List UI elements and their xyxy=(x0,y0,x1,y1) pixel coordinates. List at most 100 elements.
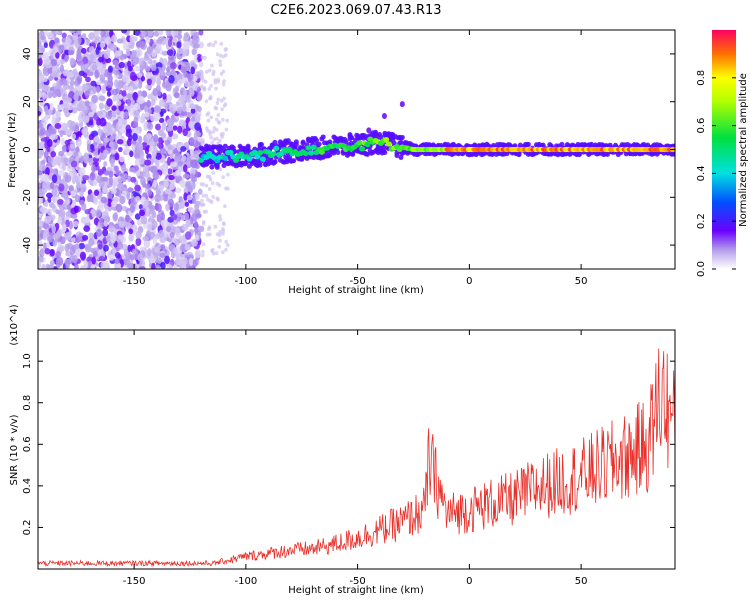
noise-cell xyxy=(72,68,78,77)
trace-halo xyxy=(364,151,370,157)
noise-cell xyxy=(213,105,218,110)
noise-cell xyxy=(42,77,48,83)
noise-cell xyxy=(41,265,47,269)
noise-cell xyxy=(93,189,100,196)
trace-halo xyxy=(672,151,675,157)
noise-cell xyxy=(226,172,230,177)
noise-cell xyxy=(51,71,59,77)
noise-cell xyxy=(208,232,212,237)
noise-cell xyxy=(144,183,151,190)
noise-cell xyxy=(151,50,157,58)
noise-cell xyxy=(141,30,146,38)
noise-cell xyxy=(123,257,131,266)
noise-cell xyxy=(125,48,131,57)
noise-cell xyxy=(129,150,134,158)
noise-cell xyxy=(112,177,119,186)
noise-cell xyxy=(106,121,112,131)
noise-cell xyxy=(146,99,151,108)
x-tick-label: -50 xyxy=(349,576,365,587)
noise-cell xyxy=(110,200,117,208)
trace-cell xyxy=(203,154,210,160)
noise-cell xyxy=(137,253,144,262)
noise-cell xyxy=(111,34,118,43)
noise-cell xyxy=(51,225,57,234)
noise-cell xyxy=(221,227,225,232)
noise-cell xyxy=(120,172,126,181)
noise-cell xyxy=(147,122,154,131)
noise-cell xyxy=(180,214,186,221)
noise-cell xyxy=(210,181,215,186)
noise-cell xyxy=(103,170,110,176)
noise-cell xyxy=(193,227,199,234)
noise-cell xyxy=(169,192,177,199)
noise-cell xyxy=(200,198,204,203)
noise-cell xyxy=(102,149,109,157)
noise-cell xyxy=(197,56,202,62)
noise-cell xyxy=(165,226,172,233)
noise-cell xyxy=(160,212,165,221)
noise-cell xyxy=(147,189,152,196)
noise-cell xyxy=(214,117,219,122)
noise-cell xyxy=(143,200,149,206)
noise-cell xyxy=(156,257,162,264)
noise-cell xyxy=(118,61,125,69)
noise-cell xyxy=(75,156,80,162)
noise-cell xyxy=(157,184,165,190)
noise-cell xyxy=(144,111,150,118)
noise-cell xyxy=(218,138,222,143)
noise-cell xyxy=(157,142,162,149)
noise-cell xyxy=(47,235,54,243)
noise-cell xyxy=(96,110,103,117)
noise-cell xyxy=(158,137,163,144)
noise-cell xyxy=(194,122,202,131)
trace-halo xyxy=(350,151,356,157)
noise-cell xyxy=(50,58,56,65)
noise-cell xyxy=(200,74,205,79)
noise-cell xyxy=(150,165,157,172)
noise-cell xyxy=(189,167,196,176)
noise-cell xyxy=(69,143,75,149)
noise-cell xyxy=(159,252,166,258)
noise-cell xyxy=(99,222,105,228)
noise-cell xyxy=(117,50,122,57)
noise-cell xyxy=(118,94,123,100)
noise-cell xyxy=(219,98,224,103)
noise-cell xyxy=(222,79,226,84)
noise-cell xyxy=(193,150,200,159)
trace-cell xyxy=(233,157,240,163)
spectrogram-y-ticks: -40 -20 0 20 40 xyxy=(22,48,675,253)
noise-cell xyxy=(61,32,67,39)
noise-cell xyxy=(42,115,49,122)
noise-cell xyxy=(74,89,80,98)
noise-cell xyxy=(46,31,54,39)
noise-cell xyxy=(74,243,80,250)
noise-cell xyxy=(55,117,60,125)
noise-cell xyxy=(157,89,162,97)
trace-cell xyxy=(222,155,229,161)
noise-cell xyxy=(187,206,194,213)
noise-cell xyxy=(224,239,228,244)
noise-cell xyxy=(194,234,200,241)
noise-cell xyxy=(208,96,212,101)
noise-cell xyxy=(140,171,147,178)
trace-halo xyxy=(293,139,299,145)
noise-cell xyxy=(172,219,178,225)
noise-cell xyxy=(122,42,129,51)
noise-cell xyxy=(145,71,153,79)
noise-cell xyxy=(96,79,102,86)
noise-cell xyxy=(202,87,207,92)
noise-cell xyxy=(218,213,222,218)
noise-cell xyxy=(175,258,183,266)
noise-cell xyxy=(200,202,204,207)
noise-cell xyxy=(64,231,72,241)
noise-cell xyxy=(152,88,158,97)
noise-cell xyxy=(76,48,82,58)
noise-cell xyxy=(135,195,141,203)
noise-cell xyxy=(226,243,230,248)
noise-cell xyxy=(186,111,192,119)
noise-cell xyxy=(190,159,197,169)
noise-cell xyxy=(69,255,76,263)
x-tick-label: 50 xyxy=(575,276,588,287)
noise-cell xyxy=(49,260,55,266)
